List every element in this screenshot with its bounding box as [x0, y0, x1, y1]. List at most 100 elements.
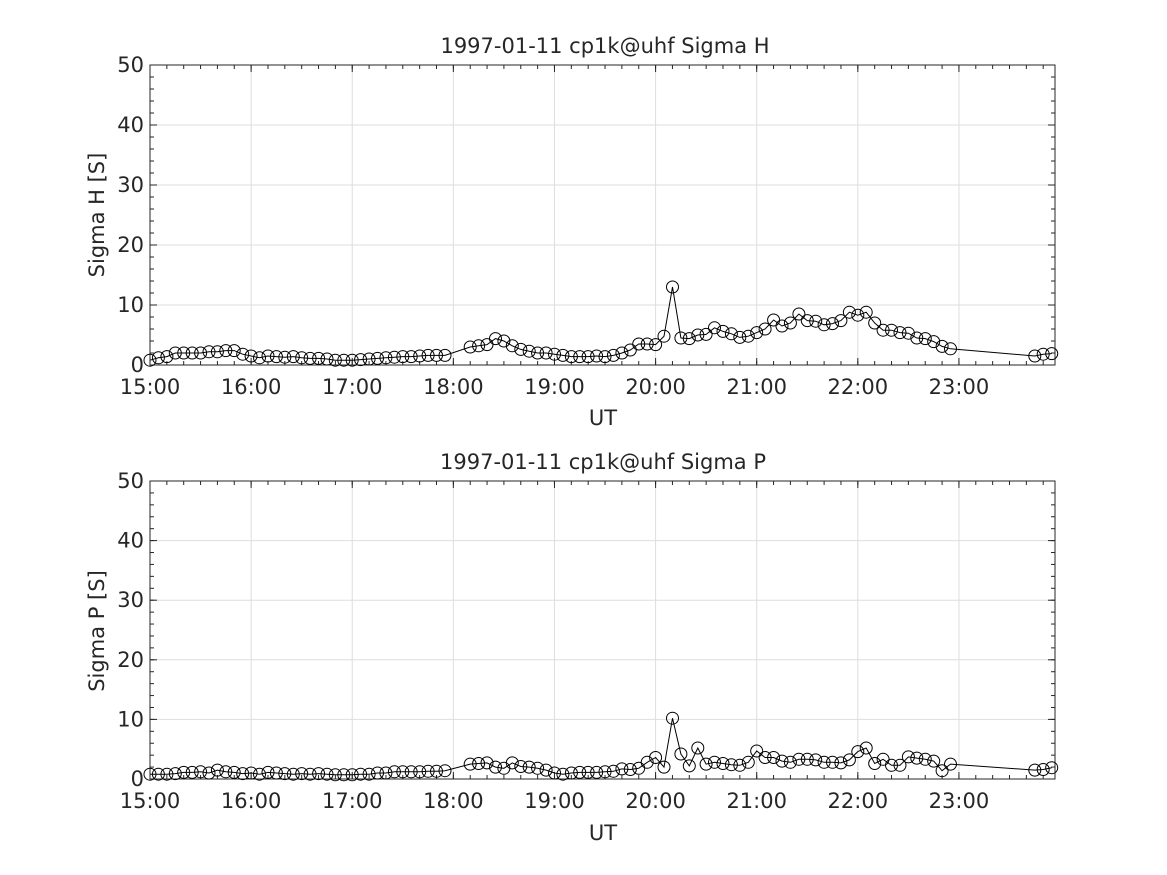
data-point: [775, 319, 789, 333]
data-point: [851, 745, 865, 759]
data-point: [910, 751, 924, 765]
data-point: [194, 346, 208, 360]
data-point: [463, 340, 477, 354]
y-tick-label: 40: [117, 529, 144, 553]
data-point: [666, 711, 679, 725]
data-point: [918, 332, 932, 346]
data-point: [387, 350, 401, 364]
data-point: [396, 350, 410, 364]
data-point: [539, 346, 553, 360]
data-point: [927, 754, 941, 768]
data-point: [800, 314, 814, 328]
data-point: [539, 763, 553, 777]
data-point: [834, 314, 848, 328]
data-point: [724, 758, 738, 772]
data-point: [682, 759, 696, 773]
data-point: [354, 767, 368, 781]
data-point: [320, 767, 334, 781]
sigma-p-panel: 1997-01-11 cp1k@uhf Sigma P UT Sigma P […: [85, 450, 1059, 845]
data-point: [1028, 763, 1042, 777]
data-point: [497, 334, 511, 348]
data-point: [640, 337, 654, 351]
data-point: [901, 326, 915, 340]
y-tick-label: 0: [131, 353, 144, 377]
data-point: [657, 760, 671, 774]
axes-frame: [149, 64, 1056, 366]
data-point: [918, 752, 932, 766]
chart-title: 1997-01-11 cp1k@uhf Sigma P: [440, 450, 766, 474]
data-point: [548, 347, 561, 361]
data-point: [842, 305, 856, 319]
y-tick-label: 0: [131, 767, 144, 791]
data-point: [893, 758, 907, 772]
data-point: [548, 766, 561, 780]
data-point: [859, 741, 873, 755]
data-point: [371, 351, 384, 365]
data-point: [606, 348, 620, 362]
data-point: [489, 332, 502, 346]
y-tick-label: 40: [117, 113, 144, 137]
data-point: [893, 326, 907, 340]
x-tick-label: 20:00: [625, 375, 686, 399]
data-point: [379, 766, 393, 780]
data-point: [674, 331, 688, 345]
data-point: [556, 348, 570, 362]
data-point: [194, 765, 208, 779]
data-point: [851, 308, 865, 322]
data-point: [1028, 349, 1042, 363]
data-point: [868, 757, 882, 770]
data-point: [522, 760, 536, 774]
x-axis-label: UT: [589, 821, 617, 845]
data-point: [590, 349, 604, 363]
data-point: [868, 316, 882, 330]
data-point: [472, 757, 486, 770]
data-point: [362, 767, 376, 781]
data-point: [286, 350, 300, 364]
x-tick-label: 23:00: [929, 375, 990, 399]
data-point: [800, 752, 814, 766]
data-point: [564, 766, 578, 780]
x-tick-label: 15:00: [120, 375, 181, 399]
data-point: [143, 353, 157, 367]
data-point: [328, 353, 342, 367]
data-point: [826, 755, 839, 769]
data-point: [598, 765, 612, 779]
data-point: [396, 765, 410, 779]
data-point: [817, 318, 831, 332]
data-point: [682, 332, 696, 346]
data-point: [615, 346, 629, 360]
data-point: [1045, 761, 1059, 775]
x-tick-label: 21:00: [726, 789, 787, 813]
data-point: [944, 342, 957, 356]
data-point: [278, 350, 292, 364]
data-point: [489, 760, 502, 774]
data-point: [691, 741, 705, 755]
data-point: [935, 764, 949, 778]
data-point: [657, 329, 671, 343]
data-point: [699, 757, 713, 771]
data-point: [345, 768, 359, 782]
data-point: [261, 349, 275, 363]
data-point: [430, 348, 443, 362]
data-point: [160, 767, 174, 781]
data-point: [354, 353, 368, 367]
data-point: [472, 339, 486, 353]
y-tick-label: 30: [117, 173, 144, 197]
data-point: [1045, 347, 1059, 361]
x-tick-label: 16:00: [221, 789, 282, 813]
data-point: [674, 747, 688, 761]
x-tick-label: 15:00: [120, 789, 181, 813]
data-point: [834, 756, 848, 770]
data-point: [202, 766, 216, 780]
data-point: [303, 767, 317, 781]
data-point: [404, 350, 418, 364]
data-point: [202, 345, 216, 359]
data-point: [783, 316, 797, 330]
y-tick-label: 50: [117, 469, 144, 493]
data-point: [775, 754, 789, 768]
data-point: [244, 766, 258, 780]
x-axis-label: UT: [589, 406, 617, 430]
data-point: [168, 346, 182, 360]
y-tick-label: 20: [117, 233, 144, 257]
data-point: [337, 768, 351, 782]
